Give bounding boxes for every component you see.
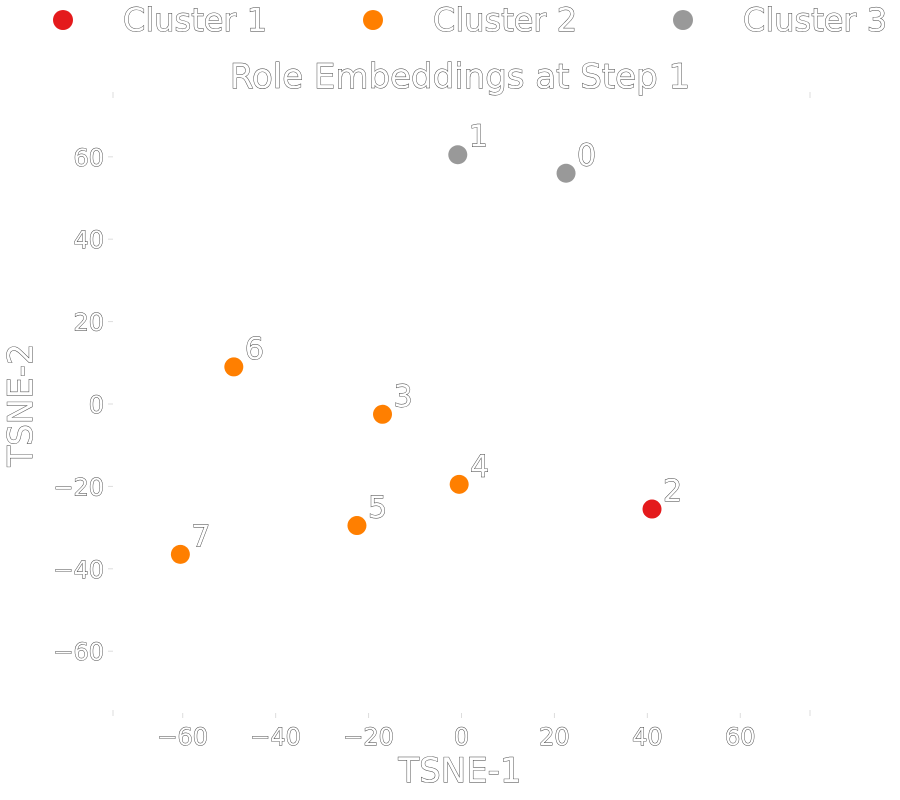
- data-point: [642, 499, 662, 519]
- y-tick-label: 40: [73, 226, 104, 254]
- data-point-label: 1: [469, 120, 488, 155]
- legend-marker: [53, 10, 73, 30]
- x-tick-label: −20: [343, 723, 394, 751]
- data-point-label: 5: [368, 491, 387, 526]
- legend: Cluster 1 Cluster 2 Cluster 3: [53, 1, 888, 39]
- chart-title: Role Embeddings at Step 1: [230, 57, 690, 97]
- frame-corner-ticks: [112, 92, 811, 716]
- y-tick-label: −40: [53, 556, 104, 584]
- y-tick-label: −20: [53, 473, 104, 501]
- data-point: [170, 544, 190, 564]
- data-point: [373, 404, 393, 424]
- data-points: 0 1 2 3 4 5 6 7: [170, 119, 683, 564]
- x-tick-label: −60: [157, 723, 208, 751]
- data-point: [448, 145, 468, 165]
- legend-marker: [673, 10, 693, 30]
- legend-label: Cluster 3: [743, 1, 887, 39]
- legend-label: Cluster 2: [433, 1, 577, 39]
- data-point: [449, 474, 469, 494]
- data-point: [347, 516, 367, 536]
- legend-marker: [363, 10, 383, 30]
- data-point-label: 7: [191, 519, 210, 554]
- data-point-label: 4: [470, 449, 489, 484]
- x-tick-label: 40: [632, 723, 663, 751]
- legend-label: Cluster 1: [123, 1, 267, 39]
- y-tick-label: 60: [73, 144, 104, 172]
- x-tick-label: 20: [539, 723, 570, 751]
- data-point-label: 6: [245, 332, 264, 367]
- x-axis-label: TSNE-1: [397, 751, 521, 791]
- x-tick-label: −40: [250, 723, 301, 751]
- x-tick-label: 0: [454, 723, 469, 751]
- data-point-label: 3: [394, 379, 413, 414]
- x-axis-ticks: −60 −40 −20 0 20 40 60: [157, 713, 756, 751]
- y-axis-label: TSNE-2: [1, 343, 41, 467]
- y-axis-ticks: −60 −40 −20 0 20 40 60: [53, 143, 113, 667]
- data-point-label: 0: [577, 138, 596, 173]
- data-point-label: 2: [663, 474, 682, 509]
- x-tick-label: 60: [725, 723, 756, 751]
- y-tick-label: 0: [89, 391, 104, 419]
- y-tick-label: 20: [73, 309, 104, 337]
- data-point: [556, 163, 576, 183]
- data-point: [224, 357, 244, 377]
- y-tick-label: −60: [53, 638, 104, 666]
